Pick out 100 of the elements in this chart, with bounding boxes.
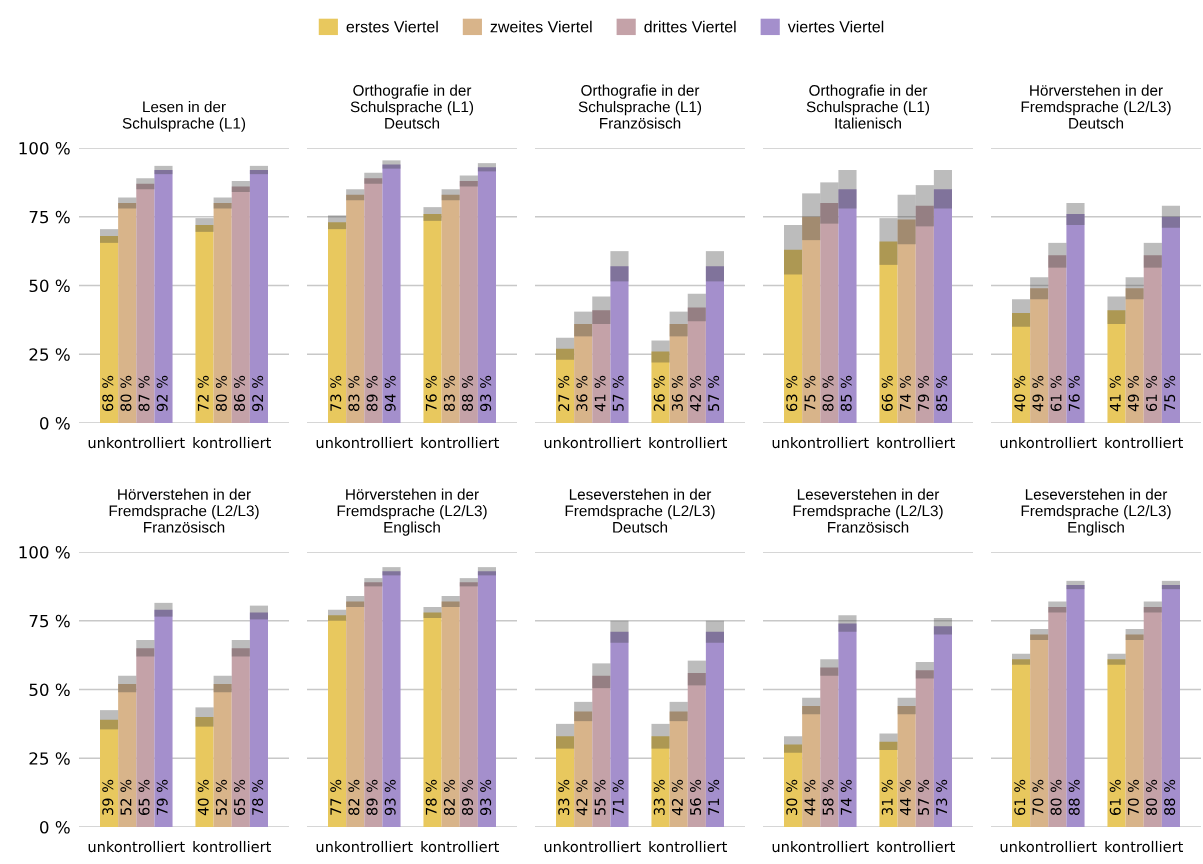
legend-label: erstes Viertel — [346, 20, 438, 33]
data-label: 27 % — [558, 375, 570, 411]
data-label: 79 % — [918, 375, 930, 411]
data-label: 66 % — [881, 375, 893, 411]
data-label: 77 % — [330, 779, 342, 815]
x-tick-label: unkontrolliert — [88, 840, 185, 853]
data-label: 57 % — [918, 779, 930, 815]
data-label: 40 % — [1014, 375, 1026, 412]
y-tick-label: 25 % — [29, 752, 70, 765]
x-tick-label: unkontrolliert — [316, 840, 413, 853]
data-label: 65 % — [234, 779, 246, 815]
data-label: 82 % — [443, 779, 455, 816]
data-label: 65 % — [138, 779, 150, 815]
x-tick-label: kontrolliert — [193, 840, 271, 853]
data-label: 61 % — [1109, 779, 1121, 815]
x-tick-label: kontrolliert — [421, 436, 499, 449]
data-label: 87 % — [138, 375, 150, 412]
data-label: 89 % — [366, 779, 378, 816]
data-label: 88 % — [1164, 779, 1176, 816]
data-label: 85 % — [840, 375, 852, 412]
x-tick-label: kontrolliert — [877, 840, 955, 853]
data-label: 70 % — [1032, 779, 1044, 815]
data-label: 39 % — [102, 779, 114, 815]
data-label: 42 % — [576, 779, 588, 816]
data-label: 55 % — [594, 779, 606, 815]
data-label: 92 % — [252, 375, 264, 412]
data-label: 42 % — [671, 779, 683, 816]
data-label: 61 % — [1050, 375, 1062, 411]
chart-title: Leseverstehen in der Fremdsprache (L2/L3) Englisch — [1021, 488, 1171, 536]
data-label: 88 % — [1068, 779, 1080, 816]
data-label: 83 % — [443, 375, 455, 412]
data-label: 78 % — [252, 779, 264, 815]
data-label: 92 % — [156, 375, 168, 412]
y-tick-label: 100 % — [19, 545, 70, 559]
chart-title: Hörverstehen in der Fremdsprache (L2/L3) Englisch — [337, 488, 487, 536]
data-label: 61 % — [1146, 375, 1158, 411]
data-label: 70 % — [1127, 779, 1139, 815]
data-label: 80 % — [1050, 779, 1062, 816]
chart-title: Orthografie in der Schulsprache (L1) Französisch — [578, 84, 702, 129]
data-label: 61 % — [1014, 779, 1026, 815]
data-label: 80 % — [215, 375, 227, 412]
data-label: 44 % — [804, 779, 816, 816]
x-tick-label: kontrolliert — [1105, 436, 1183, 449]
x-tick-label: unkontrolliert — [1000, 840, 1097, 853]
legend-label: drittes Viertel — [644, 20, 736, 33]
data-label: 52 % — [120, 779, 132, 815]
data-label: 79 % — [156, 779, 168, 815]
legend-label: viertes Viertel — [787, 20, 884, 33]
data-label: 57 % — [612, 375, 624, 411]
data-label: 49 % — [1127, 375, 1139, 412]
data-label: 82 % — [348, 779, 360, 816]
x-tick-label: kontrolliert — [649, 840, 727, 853]
data-label: 36 % — [671, 375, 683, 411]
x-tick-label: unkontrolliert — [772, 436, 869, 449]
chart-title: Hörverstehen in der Fremdsprache (L2/L3) Französisch — [109, 488, 259, 533]
data-label: 93 % — [480, 375, 492, 412]
data-label: 75 % — [1164, 375, 1176, 411]
data-label: 31 % — [881, 779, 893, 815]
chart-title: Orthografie in der Schulsprache (L1) Deutsch — [350, 84, 474, 129]
data-label: 72 % — [197, 375, 209, 411]
x-tick-label: unkontrolliert — [316, 436, 413, 449]
y-tick-label: 0 % — [40, 416, 70, 430]
data-label: 73 % — [330, 375, 342, 411]
data-label: 36 % — [576, 375, 588, 411]
data-label: 88 % — [462, 375, 474, 412]
data-label: 76 % — [425, 375, 437, 411]
chart-title: Hörverstehen in der Fremdsprache (L2/L3) Deutsch — [1021, 84, 1171, 129]
y-tick-label: 75 % — [29, 210, 70, 224]
data-label: 42 % — [690, 375, 702, 412]
data-label: 89 % — [366, 375, 378, 412]
data-label: 40 % — [197, 779, 209, 816]
data-label: 93 % — [480, 779, 492, 816]
data-label: 49 % — [1032, 375, 1044, 412]
data-label: 76 % — [1068, 375, 1080, 411]
data-label: 63 % — [786, 375, 798, 411]
x-tick-label: unkontrolliert — [772, 840, 869, 853]
data-label: 41 % — [594, 375, 606, 412]
data-label: 73 % — [936, 779, 948, 815]
data-label: 52 % — [215, 779, 227, 815]
y-tick-label: 50 % — [29, 683, 70, 697]
data-label: 85 % — [936, 375, 948, 412]
x-tick-label: kontrolliert — [649, 436, 727, 449]
data-label: 80 % — [120, 375, 132, 412]
data-label: 89 % — [462, 779, 474, 816]
data-label: 86 % — [234, 375, 246, 412]
chart-title: Orthografie in der Schulsprache (L1) Italienisch — [806, 84, 930, 129]
x-tick-label: unkontrolliert — [544, 840, 641, 853]
y-tick-label: 0 % — [40, 820, 70, 834]
data-label: 80 % — [822, 375, 834, 412]
data-label: 75 % — [804, 375, 816, 411]
x-tick-label: kontrolliert — [193, 436, 271, 449]
data-label: 78 % — [425, 779, 437, 815]
x-tick-label: kontrolliert — [1105, 840, 1183, 853]
data-label: 74 % — [899, 375, 911, 411]
data-label: 57 % — [708, 375, 720, 411]
data-label: 41 % — [1109, 375, 1121, 412]
data-label: 71 % — [612, 779, 624, 815]
data-label: 33 % — [653, 779, 665, 815]
legend-label: zweites Viertel — [490, 20, 592, 33]
y-tick-label: 75 % — [29, 614, 70, 628]
